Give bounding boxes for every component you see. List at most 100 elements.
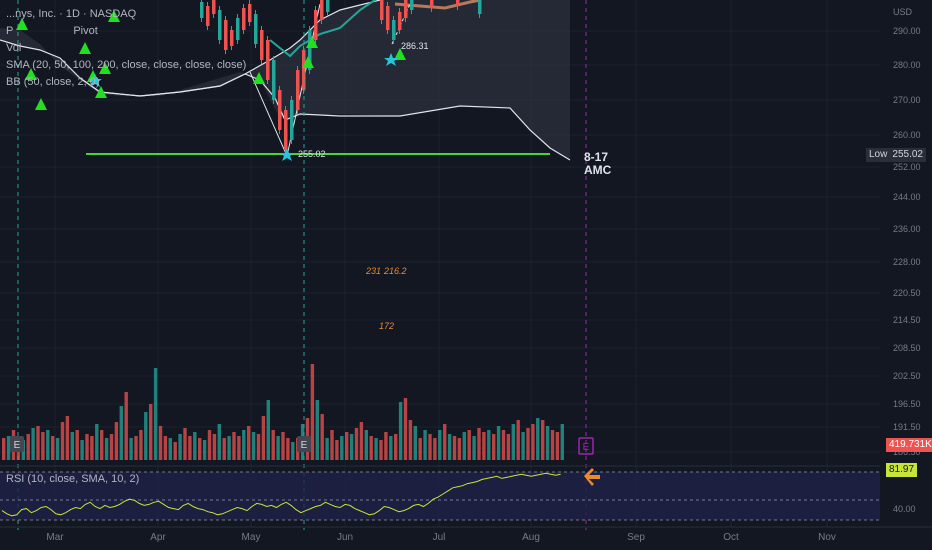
candle-body bbox=[290, 100, 294, 140]
candle-body bbox=[266, 40, 270, 80]
volume-bar bbox=[193, 432, 197, 460]
volume-bar bbox=[325, 438, 329, 460]
volume-bar bbox=[555, 432, 560, 460]
legend-pivot[interactable]: P Pivot bbox=[6, 23, 246, 40]
volume-bar bbox=[457, 438, 462, 460]
month-label: Nov bbox=[818, 532, 836, 543]
triangle-up-icon bbox=[253, 72, 265, 84]
volume-bar bbox=[349, 434, 354, 460]
volume-bar bbox=[247, 426, 251, 460]
legend-sma[interactable]: SMA (20, 50, 100, 200, close, close, clo… bbox=[6, 59, 247, 71]
annotation-number-1: 231 bbox=[365, 266, 381, 276]
candle-body bbox=[212, 0, 216, 14]
legend-symbol[interactable]: ...nys, Inc. · 1D · NASDAQ bbox=[6, 8, 137, 20]
volume-bar bbox=[443, 424, 447, 460]
volume-bar bbox=[398, 402, 403, 460]
volume-bar bbox=[511, 424, 515, 460]
volume-bar bbox=[330, 430, 334, 460]
volume-bar bbox=[408, 420, 413, 460]
month-label: Jul bbox=[433, 532, 446, 543]
volume-bar bbox=[389, 436, 393, 460]
volume-bar bbox=[173, 442, 177, 460]
candle-body bbox=[410, 0, 414, 10]
triangle-up-icon bbox=[394, 48, 406, 60]
rsi-tick-label: 40.00 bbox=[893, 504, 916, 514]
low-label: Low bbox=[869, 149, 888, 160]
volume-bar bbox=[526, 428, 530, 460]
volume-bar bbox=[281, 432, 285, 460]
candle-body bbox=[320, 0, 324, 20]
triangle-up-icon bbox=[79, 42, 91, 54]
volume-bar bbox=[129, 438, 133, 460]
volume-bar bbox=[212, 434, 217, 460]
candle-body bbox=[272, 60, 276, 100]
earnings-badge-icon bbox=[10, 436, 24, 452]
price-tick-label: 214.50 bbox=[893, 315, 921, 325]
star-icon bbox=[88, 74, 102, 87]
candle-body bbox=[200, 2, 204, 18]
volume-bar bbox=[242, 430, 246, 460]
volume-bar bbox=[144, 412, 148, 460]
legend-bb[interactable]: BB (50, close, 2, 0) bbox=[6, 76, 100, 88]
month-label: Aug bbox=[522, 532, 540, 543]
earnings-marker-1[interactable]: E bbox=[10, 436, 24, 452]
volume-bar bbox=[354, 428, 359, 460]
volume-bar bbox=[26, 434, 30, 460]
candle-body bbox=[478, 0, 482, 14]
volume-bar bbox=[315, 400, 319, 460]
legend-pivot-prefix: P bbox=[6, 25, 14, 37]
volume-bar bbox=[158, 426, 163, 460]
month-label: Sep bbox=[627, 532, 645, 543]
sma-teal-line bbox=[269, 0, 376, 58]
earnings-upcoming-icon bbox=[578, 437, 594, 455]
month-label: Mar bbox=[46, 532, 64, 543]
triangle-up-icon bbox=[95, 86, 107, 98]
volume-bar bbox=[291, 442, 295, 460]
volume-bar bbox=[227, 436, 231, 460]
volume-bar bbox=[462, 432, 466, 460]
star-icon bbox=[384, 53, 398, 66]
volume-bar bbox=[364, 430, 368, 460]
volume-bar bbox=[384, 432, 388, 460]
volume-bar bbox=[139, 430, 143, 460]
volume-bar bbox=[55, 438, 60, 460]
candle-body bbox=[430, 0, 434, 8]
volume-bar bbox=[232, 432, 236, 460]
candlesticks bbox=[200, 0, 482, 154]
time-axis[interactable]: Mar Apr May Jun Jul Aug Sep Oct Nov bbox=[46, 532, 836, 543]
volume-bar bbox=[114, 422, 119, 460]
pivot-triangles bbox=[16, 10, 406, 110]
candle-body bbox=[386, 6, 390, 30]
volume-bar bbox=[109, 434, 114, 460]
candle-body bbox=[398, 12, 402, 30]
triangle-up-icon bbox=[35, 98, 47, 110]
volume-bar bbox=[433, 438, 437, 460]
volume-bar bbox=[487, 430, 491, 460]
volume-bar bbox=[374, 438, 378, 460]
volume-bar bbox=[65, 416, 70, 460]
legend-vol[interactable]: Vol bbox=[6, 42, 22, 54]
volume-bar bbox=[85, 434, 89, 460]
earnings-badge-label: E bbox=[14, 440, 21, 451]
volume-bar bbox=[271, 430, 275, 460]
volume-bar bbox=[134, 436, 138, 460]
volume-bar bbox=[31, 428, 35, 460]
earnings-marker-upcoming[interactable]: E bbox=[578, 437, 594, 455]
rsi-line bbox=[1, 472, 561, 517]
candle-body bbox=[236, 18, 240, 40]
volume-bar bbox=[183, 428, 187, 460]
low-price-tag: Low 255.02 bbox=[866, 148, 926, 162]
price-axis[interactable]: USD 290.00 280.00 270.00 260.00 252.00 244.00… bbox=[893, 7, 921, 514]
pivot-stars bbox=[88, 53, 398, 161]
legend-rsi[interactable]: RSI (10, close, SMA, 10, 2) bbox=[6, 473, 140, 485]
price-tick-label: 252.00 bbox=[893, 162, 921, 172]
volume-bar bbox=[447, 434, 452, 460]
rsi-value-tag: 81.97 bbox=[886, 463, 918, 477]
earnings-marker-2[interactable]: E bbox=[297, 436, 311, 452]
triangle-up-icon bbox=[16, 18, 28, 30]
volume-bar bbox=[418, 438, 422, 460]
triangle-up-icon bbox=[306, 36, 318, 48]
grid bbox=[0, 0, 880, 527]
